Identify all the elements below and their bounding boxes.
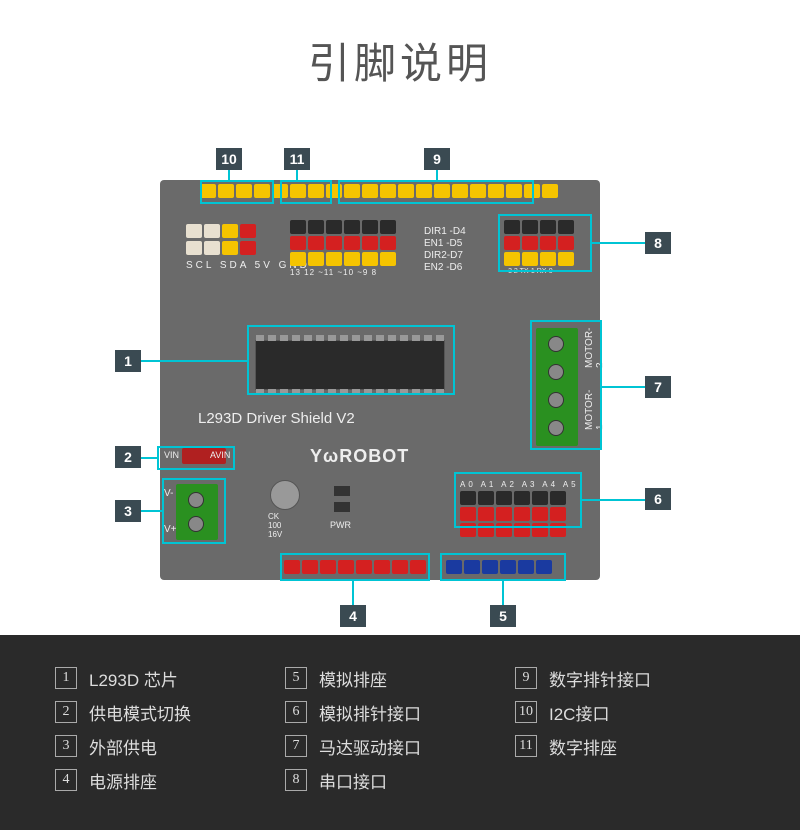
callout-lead-2 (141, 457, 157, 459)
legend-num: 8 (285, 769, 307, 791)
callout-badge-4: 4 (340, 605, 366, 627)
legend-num: 5 (285, 667, 307, 689)
cap-label: CK10016V (268, 512, 282, 539)
legend-text: 马达驱动接口 (319, 734, 421, 759)
callout-lead-10 (228, 170, 230, 180)
legend-text: 模拟排针接口 (319, 700, 421, 725)
legend-item-10: 10 I2C接口 (515, 695, 745, 729)
legend-item-3: 3 外部供电 (55, 729, 285, 763)
callout-box-2 (157, 446, 235, 470)
capacitor (270, 480, 300, 510)
legend-text: 外部供电 (89, 734, 157, 759)
legend-num: 4 (55, 769, 77, 791)
legend-item-6: 6 模拟排针接口 (285, 695, 515, 729)
callout-box-10 (200, 180, 274, 204)
callout-badge-3: 3 (115, 500, 141, 522)
legend-text: 数字排针接口 (549, 666, 651, 691)
callout-badge-7: 7 (645, 376, 671, 398)
callout-lead-8 (592, 242, 645, 244)
callout-box-1 (247, 325, 455, 395)
smd-1 (334, 486, 350, 496)
dir-en-labels: DIR1 -D4EN1 -D5 DIR2-D7EN2 -D6 (424, 226, 466, 274)
legend-text: 供电模式切换 (89, 700, 191, 725)
callout-lead-5 (502, 581, 504, 605)
callout-box-8 (498, 214, 592, 272)
legend-item-7: 7 马达驱动接口 (285, 729, 515, 763)
legend-num: 3 (55, 735, 77, 757)
i2c-block (186, 224, 256, 255)
callout-lead-9 (436, 170, 438, 180)
diagram-area: SCL SDA 5V GND 13 12 ~11 ~10 ~9 8 DIR1 -… (0, 150, 800, 610)
legend-text: I2C接口 (549, 700, 609, 725)
callout-lead-6 (582, 499, 645, 501)
legend-num: 6 (285, 701, 307, 723)
legend-item-11: 11 数字排座 (515, 729, 745, 763)
callout-badge-6: 6 (645, 488, 671, 510)
legend-text: 模拟排座 (319, 666, 387, 691)
callout-box-6 (454, 472, 582, 528)
callout-lead-11 (296, 170, 298, 180)
logo-text: YωROBOT (310, 446, 409, 467)
callout-badge-2: 2 (115, 446, 141, 468)
callout-box-4 (280, 553, 430, 581)
legend-text: 数字排座 (549, 734, 617, 759)
legend-item-8: 8 串口接口 (285, 763, 515, 797)
callout-box-11 (280, 180, 332, 204)
callout-lead-3 (141, 510, 162, 512)
callout-badge-1: 1 (115, 350, 141, 372)
legend-item-2: 2 供电模式切换 (55, 695, 285, 729)
callout-box-3 (162, 478, 226, 544)
legend-item-4: 4 电源排座 (55, 763, 285, 797)
legend-num: 2 (55, 701, 77, 723)
legend-num: 1 (55, 667, 77, 689)
digital-block: 13 12 ~11 ~10 ~9 8 (290, 220, 396, 277)
legend-item-5: 5 模拟排座 (285, 661, 515, 695)
legend-panel: 1 L293D 芯片 5 模拟排座 9 数字排针接口 2 供电模式切换 6 模拟排针接口 10 I2C… (0, 635, 800, 830)
smd-2 (334, 502, 350, 512)
callout-badge-10: 10 (216, 148, 242, 170)
legend-num: 11 (515, 735, 537, 757)
legend-item-1: 1 L293D 芯片 (55, 661, 285, 695)
callout-badge-5: 5 (490, 605, 516, 627)
callout-badge-11: 11 (284, 148, 310, 170)
legend-num: 10 (515, 701, 537, 723)
page-title: 引脚说明 (0, 30, 800, 91)
legend-text: 串口接口 (319, 768, 387, 793)
pwr-label: PWR (330, 520, 351, 530)
callout-box-5 (440, 553, 566, 581)
callout-badge-9: 9 (424, 148, 450, 170)
legend-num: 7 (285, 735, 307, 757)
legend-text: L293D 芯片 (89, 666, 178, 691)
callout-badge-8: 8 (645, 232, 671, 254)
callout-box-9 (338, 180, 534, 204)
callout-lead-7 (602, 386, 645, 388)
callout-lead-4 (352, 581, 354, 605)
legend-num: 9 (515, 667, 537, 689)
board-name: L293D Driver Shield V2 (198, 410, 355, 427)
callout-lead-1 (141, 360, 247, 362)
legend-item-9: 9 数字排针接口 (515, 661, 745, 695)
legend-text: 电源排座 (89, 768, 157, 793)
callout-box-7 (530, 320, 602, 450)
